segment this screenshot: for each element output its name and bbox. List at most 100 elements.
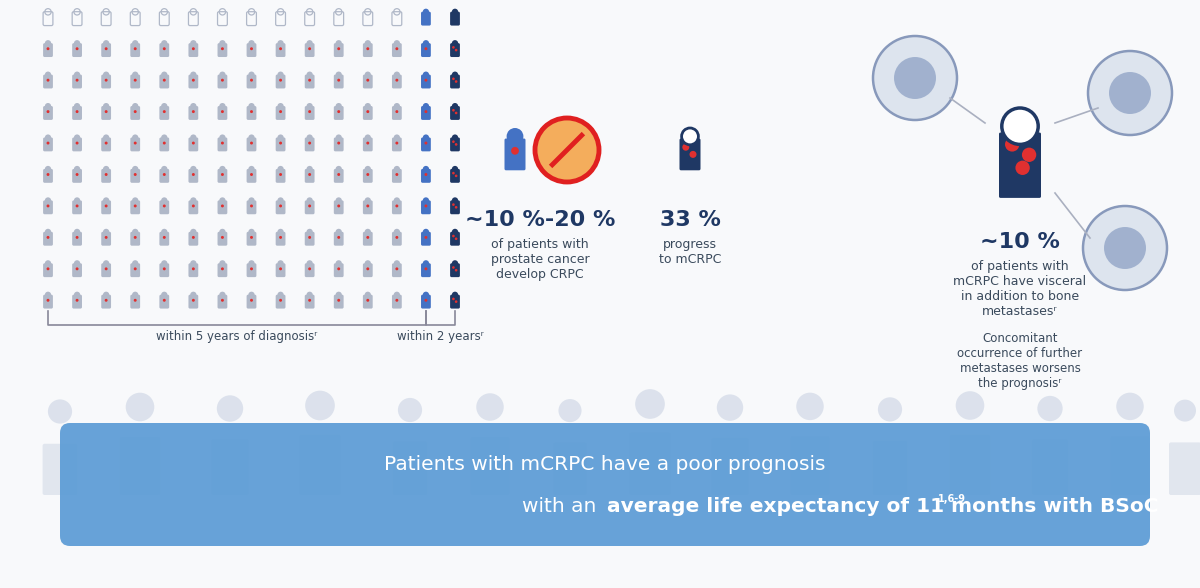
Circle shape <box>337 110 340 113</box>
Circle shape <box>395 236 398 239</box>
Circle shape <box>161 229 168 235</box>
Circle shape <box>277 72 283 78</box>
Circle shape <box>425 79 427 82</box>
Circle shape <box>76 205 78 208</box>
Circle shape <box>425 47 427 50</box>
FancyBboxPatch shape <box>188 295 198 309</box>
Circle shape <box>190 103 197 109</box>
FancyBboxPatch shape <box>450 106 460 120</box>
Circle shape <box>394 229 400 235</box>
FancyBboxPatch shape <box>217 263 227 277</box>
FancyBboxPatch shape <box>101 295 112 309</box>
Circle shape <box>366 173 370 176</box>
Circle shape <box>425 110 427 113</box>
FancyBboxPatch shape <box>160 201 169 214</box>
Text: average life expectancy of 11 months with BSoC: average life expectancy of 11 months wit… <box>607 497 1158 516</box>
FancyBboxPatch shape <box>276 138 286 151</box>
Circle shape <box>1109 72 1151 114</box>
Circle shape <box>422 72 430 78</box>
Circle shape <box>682 128 698 145</box>
Circle shape <box>248 292 254 298</box>
Circle shape <box>1116 393 1144 420</box>
Circle shape <box>104 79 108 82</box>
Circle shape <box>132 229 138 235</box>
FancyBboxPatch shape <box>188 201 198 214</box>
Circle shape <box>280 47 282 50</box>
Circle shape <box>455 143 457 146</box>
FancyBboxPatch shape <box>334 169 343 183</box>
Circle shape <box>103 103 109 109</box>
Circle shape <box>74 103 80 109</box>
Text: mCRPC have visceral: mCRPC have visceral <box>954 275 1086 288</box>
Circle shape <box>308 142 311 145</box>
Circle shape <box>365 135 371 141</box>
Circle shape <box>690 151 696 158</box>
Circle shape <box>422 135 430 141</box>
FancyBboxPatch shape <box>131 138 140 151</box>
FancyBboxPatch shape <box>101 232 112 246</box>
Circle shape <box>163 47 166 50</box>
Circle shape <box>280 205 282 208</box>
Circle shape <box>192 173 194 176</box>
FancyBboxPatch shape <box>276 295 286 309</box>
Circle shape <box>452 78 455 80</box>
FancyBboxPatch shape <box>276 263 286 277</box>
FancyBboxPatch shape <box>101 106 112 120</box>
FancyBboxPatch shape <box>392 106 402 120</box>
FancyBboxPatch shape <box>392 138 402 151</box>
Circle shape <box>76 110 78 113</box>
Circle shape <box>132 40 138 46</box>
Circle shape <box>132 72 138 78</box>
FancyBboxPatch shape <box>131 263 140 277</box>
Circle shape <box>336 292 342 298</box>
Circle shape <box>452 172 455 175</box>
Circle shape <box>248 229 254 235</box>
FancyBboxPatch shape <box>392 75 402 88</box>
FancyBboxPatch shape <box>450 43 460 57</box>
Circle shape <box>221 79 224 82</box>
Circle shape <box>190 260 197 266</box>
Circle shape <box>366 47 370 50</box>
Circle shape <box>190 198 197 203</box>
FancyBboxPatch shape <box>1032 439 1068 495</box>
FancyBboxPatch shape <box>1110 436 1150 495</box>
Circle shape <box>365 40 371 46</box>
Circle shape <box>366 236 370 239</box>
FancyBboxPatch shape <box>43 444 78 495</box>
Circle shape <box>277 135 283 141</box>
Circle shape <box>220 40 226 46</box>
Circle shape <box>250 299 253 302</box>
Circle shape <box>506 128 523 145</box>
Circle shape <box>76 236 78 239</box>
FancyBboxPatch shape <box>276 106 286 120</box>
FancyBboxPatch shape <box>421 232 431 246</box>
FancyBboxPatch shape <box>392 295 402 309</box>
Circle shape <box>308 110 311 113</box>
Circle shape <box>894 57 936 99</box>
FancyBboxPatch shape <box>188 232 198 246</box>
Circle shape <box>74 40 80 46</box>
Circle shape <box>452 40 458 46</box>
Circle shape <box>422 103 430 109</box>
Circle shape <box>336 135 342 141</box>
Circle shape <box>308 236 311 239</box>
FancyBboxPatch shape <box>72 169 82 183</box>
Text: of patients with: of patients with <box>491 238 589 251</box>
Circle shape <box>365 72 371 78</box>
Text: within 2 yearsʳ: within 2 yearsʳ <box>397 330 484 343</box>
Text: ~10 %: ~10 % <box>980 232 1060 252</box>
Circle shape <box>394 103 400 109</box>
Circle shape <box>163 79 166 82</box>
Text: Patients with mCRPC have a poor prognosis: Patients with mCRPC have a poor prognosi… <box>384 455 826 474</box>
Circle shape <box>250 268 253 270</box>
Circle shape <box>425 268 427 270</box>
FancyBboxPatch shape <box>72 138 82 151</box>
Circle shape <box>133 173 137 176</box>
FancyBboxPatch shape <box>131 295 140 309</box>
Circle shape <box>308 205 311 208</box>
Circle shape <box>366 299 370 302</box>
Circle shape <box>455 300 457 303</box>
Circle shape <box>395 110 398 113</box>
Circle shape <box>425 205 427 208</box>
Circle shape <box>74 229 80 235</box>
